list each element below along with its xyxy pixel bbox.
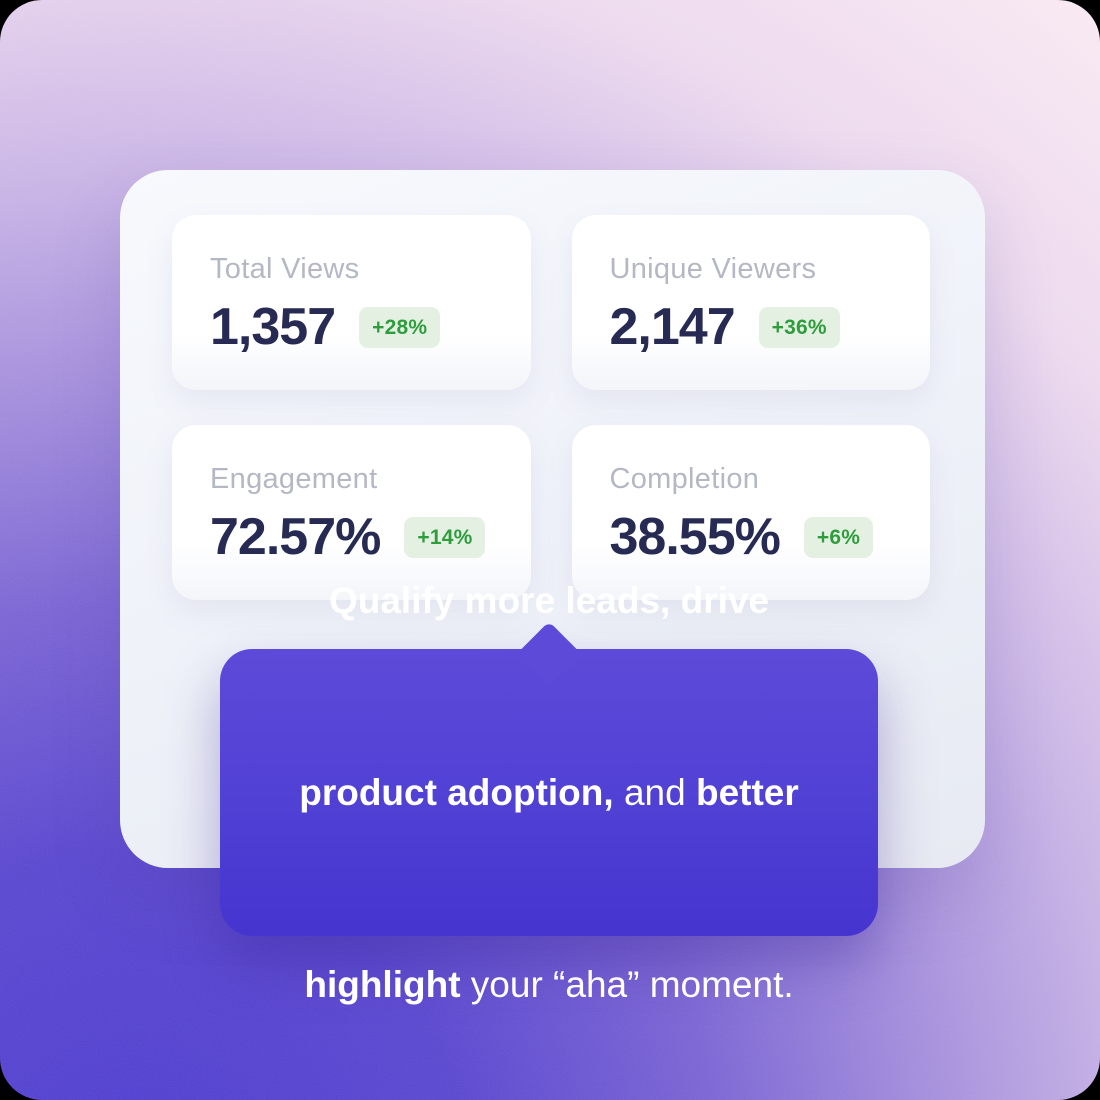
tooltip-text-line: highlight your “aha” moment. bbox=[299, 953, 799, 1017]
stat-delta-badge: +6% bbox=[803, 516, 874, 558]
stat-card-engagement: Engagement 72.57% +14% bbox=[172, 425, 531, 600]
stat-delta-badge: +36% bbox=[758, 306, 840, 348]
callout-tooltip: Qualify more leads, drive product adopti… bbox=[220, 580, 878, 1005]
tooltip-text-segment: Qualify more leads, drive bbox=[328, 579, 770, 621]
tooltip-text-segment: your “aha” moment. bbox=[460, 963, 794, 1005]
stats-card-grid: Total Views 1,357 +28% Unique Viewers 2,… bbox=[172, 215, 930, 600]
tooltip-text-segment: highlight bbox=[304, 963, 461, 1005]
stat-label: Completion bbox=[609, 463, 760, 495]
stat-value: 1,357 bbox=[210, 298, 336, 356]
stat-value: 38.55% bbox=[609, 508, 781, 566]
stat-value-row: 2,147 +36% bbox=[610, 301, 893, 353]
tooltip-text-segment: and bbox=[613, 771, 696, 813]
stat-value-row: 38.55% +6% bbox=[610, 511, 893, 563]
tooltip-text: Qualify more leads, drive product adopti… bbox=[299, 441, 799, 1100]
stat-label: Engagement bbox=[210, 463, 378, 495]
stat-label: Total Views bbox=[210, 253, 360, 285]
tooltip-text-segment: product adoption, bbox=[299, 771, 614, 813]
stat-value: 72.57% bbox=[210, 508, 381, 566]
stat-label: Unique Viewers bbox=[609, 253, 817, 285]
stat-delta-badge: +14% bbox=[404, 516, 486, 558]
tooltip-text-line: product adoption, and better bbox=[299, 761, 799, 825]
stat-card-total-views: Total Views 1,357 +28% bbox=[172, 215, 531, 390]
stat-value-row: 72.57% +14% bbox=[210, 511, 493, 563]
stat-card-completion: Completion 38.55% +6% bbox=[571, 425, 930, 600]
stat-card-unique-viewers: Unique Viewers 2,147 +36% bbox=[571, 215, 930, 390]
stat-delta-badge: +28% bbox=[359, 306, 441, 348]
stat-value-row: 1,357 +28% bbox=[210, 301, 493, 353]
tooltip-text-line: Qualify more leads, drive bbox=[299, 569, 799, 633]
tooltip-text-segment: better bbox=[695, 771, 799, 813]
stat-value: 2,147 bbox=[609, 298, 736, 356]
